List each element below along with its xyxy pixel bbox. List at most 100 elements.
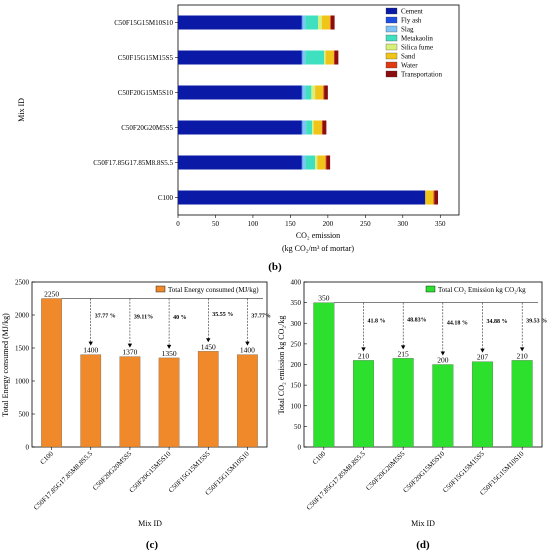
bar-segment-7-row-1 — [330, 15, 331, 30]
x-tick-label-c-4: C50F20G15M5S10 — [128, 449, 173, 494]
x-tick-label-b-6: 250 — [360, 220, 371, 228]
x-tick-label-b-1: 0 — [176, 220, 180, 228]
bar-segment-1-row-6 — [178, 190, 426, 205]
legend-label-c: Total Energy consumed (MJ/kg) — [168, 286, 259, 294]
bar-segment-7-row-6 — [433, 190, 435, 205]
y-tick-label-d-9: 400 — [291, 279, 302, 287]
y-tick-label-d-8: 350 — [291, 299, 302, 307]
legend-c: Total Energy consumed (MJ/kg) — [155, 285, 259, 294]
bar-chart-d: Total CO₂ emission kg CO₂/kg Mix ID (d) … — [277, 279, 547, 552]
bar-d-2 — [353, 360, 374, 448]
legend-label-b-7: Water — [401, 62, 418, 70]
legend-swatch-b-2 — [385, 16, 398, 24]
bar-segment-5-row-3 — [311, 85, 316, 100]
bar-segment-8-row-6 — [434, 190, 439, 205]
reduction-label-c-3: 40 % — [173, 315, 187, 321]
y-tick-label-c-6: 2500 — [15, 279, 30, 287]
bar-c-4 — [158, 357, 180, 448]
x-tick-label-d-4: C50F20G15M5S10 — [402, 449, 447, 494]
reduction-label-d-5: 39.53 % — [526, 319, 547, 325]
y-tick-label-d-1: 0 — [298, 444, 302, 452]
bar-segment-8-row-1 — [330, 15, 335, 30]
value-label-c-2: 1400 — [83, 346, 98, 355]
x-tick-label-d-5: C50F15G15M15S5 — [441, 449, 486, 494]
legend-swatch-b-5 — [385, 43, 398, 51]
y-tick-label-b-5: C50F17.85G17.85M8.8S5.5 — [93, 159, 173, 167]
bar-d-3 — [392, 358, 414, 448]
legend-label-b-1: Cement — [401, 8, 423, 16]
panel-label-b: (b) — [268, 261, 282, 273]
y-tick-label-b-4: C50F20G20M5S5 — [121, 124, 173, 132]
reduction-arrowhead-c-3 — [166, 344, 172, 349]
bar-d-5 — [472, 361, 493, 448]
reduction-arrowhead-c-2 — [127, 343, 133, 348]
reduction-arrowhead-c-5 — [245, 341, 250, 346]
reduction-arrowhead-d-5 — [519, 347, 525, 352]
bar-segment-8-row-2 — [334, 50, 339, 65]
reduction-label-d-4: 34.88 % — [487, 319, 508, 325]
y-tick-label-c-2: 500 — [19, 411, 30, 419]
bar-segment-2-row-4 — [301, 120, 303, 135]
y-tick-label-b-2: C50F15G15M15S5 — [118, 54, 174, 62]
legend-swatch-d — [425, 285, 436, 293]
reduction-label-c-5: 37.77% — [251, 314, 271, 320]
x-axis-label-c: Mix ID — [138, 519, 162, 528]
bar-c-6 — [237, 354, 258, 448]
legend-label-b-5: Silica fume — [401, 44, 433, 52]
bar-segment-7-row-3 — [323, 85, 325, 100]
bar-c-2 — [80, 354, 102, 448]
panel-label-c: (c) — [146, 539, 159, 551]
bar-segment-5-row-5 — [315, 155, 318, 170]
bar-segment-4-row-4 — [306, 120, 313, 135]
bar-chart-c: Total Energy consumed (MJ/kg) Mix ID (c)… — [1, 279, 271, 552]
x-tick-label-b-8: 350 — [435, 220, 446, 228]
bar-d-4 — [432, 364, 454, 448]
bar-d-6 — [511, 360, 533, 448]
legend-label-b-4: Metakaolin — [401, 35, 433, 43]
bar-segment-6-row-5 — [317, 155, 326, 170]
reduction-arrowhead-d-3 — [440, 351, 446, 356]
y-tick-label-c-1: 0 — [26, 444, 30, 452]
y-tick-label-d-4: 150 — [291, 382, 302, 390]
plot-frame-b — [177, 4, 460, 216]
reduction-arrowhead-d-4 — [480, 348, 485, 353]
x-tick-label-b-2: 50 — [212, 220, 220, 228]
reduction-label-d-2: 48.83% — [407, 317, 427, 323]
bar-segment-1-row-1 — [178, 15, 302, 30]
x-axis-label-d: Mix ID — [411, 519, 435, 528]
x-tick-label-d-6: C50F15G15M10S10 — [478, 449, 526, 497]
reduction-label-d-3: 44.18 % — [447, 321, 468, 327]
bar-segment-2-row-3 — [301, 85, 303, 100]
x-tick-label-d-1: C100 — [311, 449, 328, 466]
legend-swatch-b-1 — [385, 7, 398, 15]
x-tick-label-c-6: C50F15G15M10S10 — [204, 449, 252, 497]
y-axis-label-c: Total Energy consumed (MJ/kg) — [1, 313, 10, 417]
stacked-bar-chart-b: Mix ID CO₂ emission (kg CO₂/m³ of mortar… — [17, 4, 460, 273]
value-label-d-2: 210 — [358, 351, 370, 360]
value-label-c-4: 1350 — [162, 349, 177, 358]
y-axis-label-b: Mix ID — [17, 98, 26, 122]
bar-segment-8-row-5 — [326, 155, 331, 170]
reduction-label-c-4: 35.55 % — [212, 312, 233, 318]
bar-segment-2-row-5 — [301, 155, 303, 170]
reduction-arrowhead-c-4 — [206, 338, 211, 343]
legend-swatch-b-6 — [385, 52, 398, 60]
legend-swatch-b-4 — [385, 34, 398, 42]
x-tick-label-b-5: 200 — [323, 220, 334, 228]
bar-segment-3-row-4 — [302, 120, 307, 135]
reduction-label-d-1: 41.8 % — [368, 319, 386, 325]
value-label-c-3: 1370 — [122, 348, 137, 357]
y-axis-label-d: Total CO₂ emission kg CO₂/kg — [277, 316, 286, 415]
reduction-arrowhead-c-1 — [88, 341, 93, 346]
value-label-d-6: 210 — [517, 351, 529, 360]
y-tick-label-c-4: 1500 — [15, 345, 30, 353]
bar-segment-1-row-5 — [178, 155, 302, 170]
legend-d: Total CO₂ Emission kg CO₂/kg — [425, 285, 526, 294]
x-axis-label-line2-b: (kg CO₂/m³ of mortar) — [282, 244, 354, 253]
reduction-label-c-1: 37.77 % — [95, 314, 116, 320]
bar-segment-5-row-4 — [312, 120, 314, 135]
value-label-c-6: 1400 — [240, 346, 255, 355]
x-tick-label-b-4: 150 — [285, 220, 296, 228]
bar-segment-3-row-3 — [302, 85, 306, 100]
